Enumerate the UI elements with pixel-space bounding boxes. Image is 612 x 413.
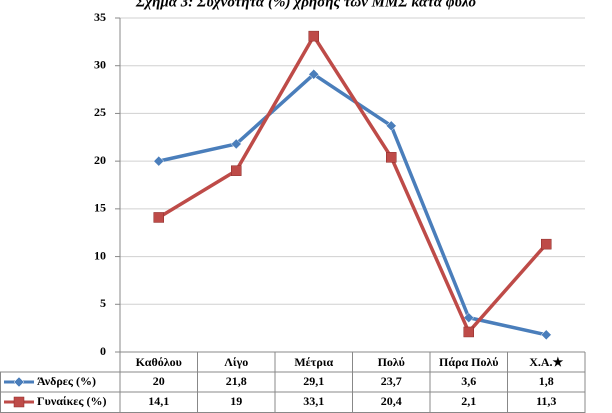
x-tick-label: Χ.Α.★ (529, 355, 563, 369)
data-point (230, 138, 242, 150)
y-tick-label: 0 (100, 344, 106, 358)
y-tick-label: 25 (94, 105, 106, 119)
table-value: 23,7 (381, 374, 402, 388)
x-tick-label: Πάρα Πολύ (439, 355, 498, 369)
table-value: 1,8 (539, 374, 554, 388)
y-tick-label: 35 (94, 10, 106, 24)
legend-label: Γυναίκες (%) (37, 394, 107, 408)
x-tick-label: Πολύ (378, 355, 405, 369)
legend-marker (13, 376, 25, 388)
data-point (386, 152, 397, 163)
x-tick-label: Καθόλου (136, 355, 182, 369)
data-point (153, 155, 165, 167)
x-tick-label: Λίγο (224, 355, 248, 369)
data-point (231, 165, 242, 176)
y-tick-label: 5 (100, 296, 106, 310)
data-point (308, 68, 320, 80)
data-point (463, 326, 474, 338)
y-tick-label: 10 (94, 248, 106, 262)
table-value: 21,8 (226, 374, 247, 388)
legend-label: Άνδρες (%) (37, 374, 96, 388)
data-point (308, 30, 319, 42)
series-line (157, 34, 548, 334)
data-point (463, 312, 475, 323)
table-value: 20,4 (381, 394, 402, 408)
data-point (385, 120, 397, 132)
table-value: 29,1 (303, 374, 324, 388)
table-value: 11,3 (536, 394, 556, 408)
data-point (541, 238, 552, 250)
table-value: 20 (153, 374, 165, 388)
x-tick-label: Μέτρια (294, 355, 333, 369)
data-point (153, 212, 164, 223)
table-value: 19 (230, 394, 242, 408)
table-value: 14,1 (148, 394, 169, 408)
series-line (158, 72, 547, 337)
table-value: 33,1 (303, 394, 324, 408)
y-tick-label: 20 (94, 153, 106, 167)
y-tick-label: 15 (94, 201, 106, 215)
y-tick-label: 30 (94, 57, 106, 71)
legend-marker (13, 396, 25, 408)
table-value: 3,6 (461, 374, 476, 388)
table-value: 2,1 (461, 394, 476, 408)
chart-title: Σχήμα 3: Συχνότητα (%) χρήσης των ΜΜΣ κα… (135, 0, 476, 10)
data-point (540, 329, 552, 341)
